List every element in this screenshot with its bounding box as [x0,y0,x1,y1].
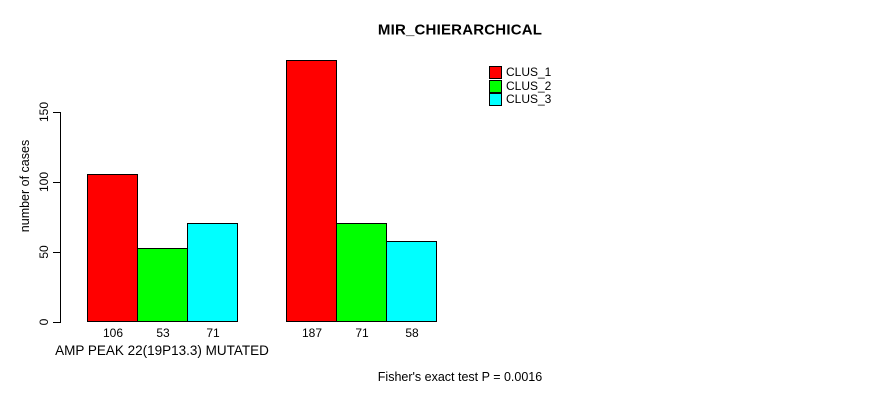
bar-clus_1-group2 [286,60,337,322]
stat-annotation: Fisher's exact test P = 0.0016 [377,370,543,384]
legend-swatch-icon [489,92,502,106]
y-tick-mark [53,252,60,253]
legend-label: CLUS_3 [506,91,552,106]
y-tick-label: 50 [37,245,51,259]
legend-swatch-icon [489,66,502,80]
bar-clus_1-group1 [87,174,138,322]
y-tick-label: 100 [37,171,51,193]
bar-value-label: 53 [156,326,170,340]
y-tick-mark [53,182,60,183]
legend-label: CLUS_1 [506,65,552,80]
bar-value-label: 106 [102,326,124,340]
y-tick-mark [53,112,60,113]
bar-value-label: 71 [206,326,220,340]
bar-value-label: 71 [355,326,369,340]
x-axis-category-label: AMP PEAK 22(19P13.3) MUTATED [55,343,269,358]
bar-clus_3-group1 [187,223,238,322]
y-axis-line [60,112,61,323]
legend-item-clus_3: CLUS_3 [489,91,552,106]
y-axis-label: number of cases [18,139,32,233]
y-tick-label: 150 [37,101,51,123]
bar-value-label: 187 [301,326,323,340]
legend: CLUS_1 CLUS_2 CLUS_3 [489,66,551,106]
y-tick-mark [53,322,60,323]
bar-clus_3-group2 [386,241,437,322]
legend-swatch-icon [489,79,502,93]
bar-value-label: 58 [405,326,419,340]
legend-item-clus_1: CLUS_1 [489,65,552,80]
bar-clus_2-group2 [336,223,387,322]
chart-title: MIR_CHIERARCHICAL [377,21,543,39]
bar-clus_2-group1 [137,248,188,322]
y-tick-label: 0 [37,318,51,326]
legend-item-clus_2: CLUS_2 [489,78,552,93]
legend-label: CLUS_2 [506,78,552,93]
